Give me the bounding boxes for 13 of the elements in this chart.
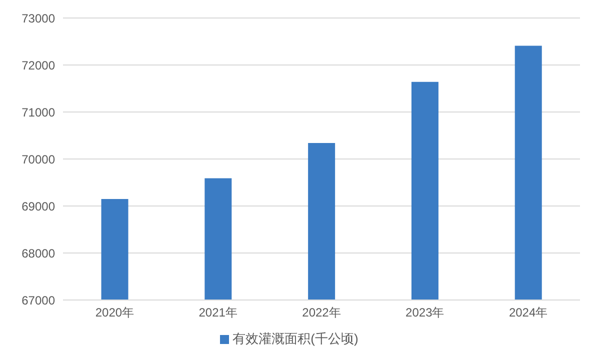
x-tick-label: 2020年 bbox=[95, 306, 134, 320]
x-tick-label: 2023年 bbox=[406, 306, 444, 320]
y-tick-label: 69000 bbox=[22, 199, 56, 214]
legend-label: 有效灌溉面积(千公顷) bbox=[232, 331, 358, 346]
y-tick-label: 72000 bbox=[22, 58, 56, 72]
y-tick-label: 73000 bbox=[22, 11, 56, 26]
y-tick-label: 70000 bbox=[22, 152, 56, 166]
y-tick-label: 67000 bbox=[22, 293, 56, 308]
x-tick-label: 2024年 bbox=[508, 306, 548, 320]
x-tick-label: 2021年 bbox=[198, 306, 238, 320]
x-tick-label: 2022年 bbox=[302, 306, 341, 320]
y-tick-label: 71000 bbox=[22, 105, 56, 120]
y-tick-label: 68000 bbox=[22, 246, 56, 260]
